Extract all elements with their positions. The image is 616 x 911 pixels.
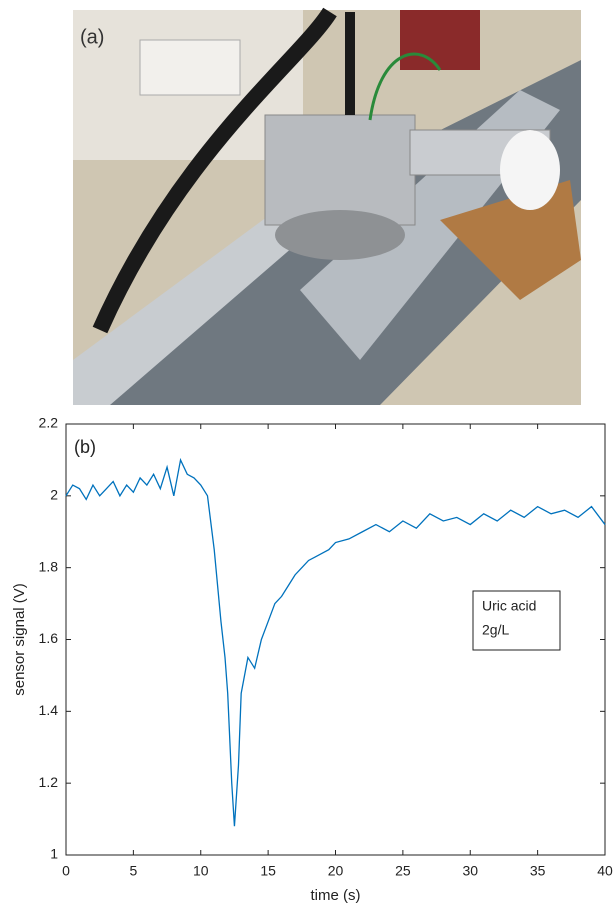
x-tick-label: 5 — [129, 863, 137, 879]
y-tick-label: 1.8 — [39, 558, 59, 574]
y-tick-label: 2.2 — [39, 415, 59, 431]
chart: 0 5 10 15 20 25 30 35 40 1 1.2 1.4 1.6 1.8 2 2.2 time (s… — [11, 415, 613, 904]
y-axis-label: sensor signal (V) — [11, 583, 28, 696]
y-tick-label: 1.2 — [39, 774, 59, 790]
panel-label: (b) — [74, 437, 96, 457]
x-tick-label: 10 — [193, 863, 209, 879]
x-axis-label: time (s) — [311, 887, 361, 904]
x-tick-label: 35 — [530, 863, 546, 879]
sensor-box — [265, 115, 415, 225]
y-tick-label: 1 — [50, 846, 58, 862]
x-tick-label: 15 — [260, 863, 276, 879]
photo: (a) — [73, 10, 581, 405]
x-tick-label: 25 — [395, 863, 411, 879]
socket — [140, 40, 240, 95]
cup — [500, 130, 560, 210]
x-tick-label: 30 — [462, 863, 478, 879]
page: (a) 0 5 10 15 20 25 30 35 40 1 1.2 1.4 1.6 1.8 2 2.2 tim… — [0, 0, 616, 911]
y-tick-label: 1.4 — [39, 702, 59, 718]
annotation-text: Uric acid — [482, 598, 536, 614]
x-tick-label: 40 — [597, 863, 613, 879]
y-tick-label: 1.6 — [39, 630, 59, 646]
x-tick-label: 20 — [328, 863, 344, 879]
y-tick-label: 2 — [50, 487, 58, 503]
annotation-text: 2g/L — [482, 622, 509, 638]
panel-label: (a) — [80, 26, 104, 48]
flange — [275, 210, 405, 260]
x-tick-label: 0 — [62, 863, 70, 879]
red-object — [400, 10, 480, 70]
figure: (a) 0 5 10 15 20 25 30 35 40 1 1.2 1.4 1.6 1.8 2 2.2 tim… — [0, 0, 616, 906]
